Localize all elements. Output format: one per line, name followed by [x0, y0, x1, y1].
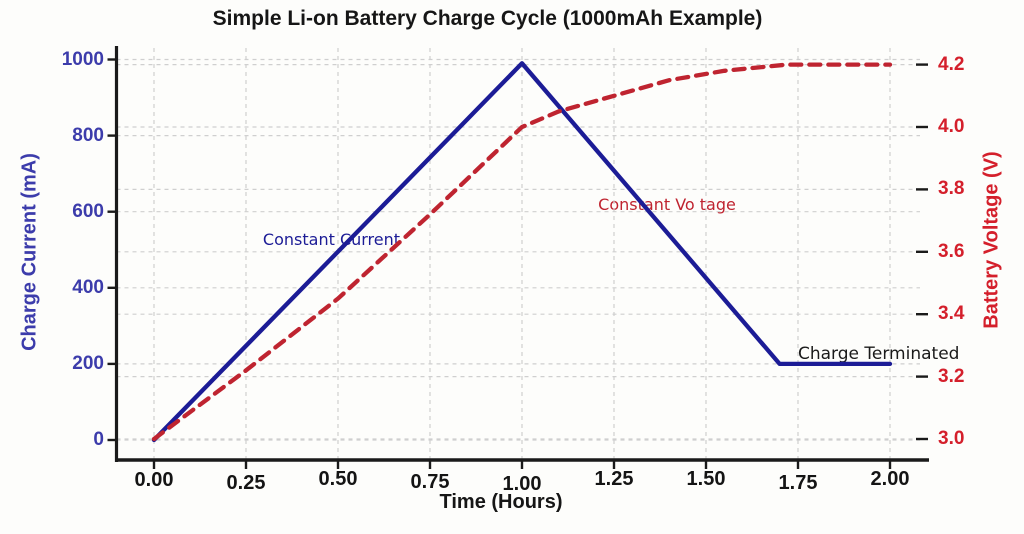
x-tick-label: 1.25 [594, 468, 634, 490]
y-right-tick-label: 3.4 [938, 303, 965, 325]
x-tick-label: 0.50 [318, 468, 358, 490]
y-right-tick-label: 3.2 [938, 365, 965, 387]
y-left-tick-label: 200 [72, 352, 104, 374]
y-right-tick-label: 4.2 [938, 53, 965, 75]
x-tick-label: 0.25 [226, 472, 266, 494]
annotation-charge-terminated: Charge Terminated [798, 344, 960, 365]
y-left-tick-label: 400 [72, 276, 104, 298]
chart-title: Simple Li-on Battery Charge Cycle (1000m… [212, 7, 763, 30]
y-left-tick-label: 0 [93, 429, 104, 450]
y-right-tick-label: 4.0 [938, 116, 965, 137]
y-left-tick-label: 1000 [61, 48, 104, 70]
annotation-constant-vo-tage: Constant Vo tage [598, 195, 736, 215]
x-tick-label: 1.00 [502, 473, 542, 495]
y-right-tick-label: 3.6 [938, 240, 965, 262]
y-left-tick-label: 800 [72, 124, 104, 146]
x-tick-label: 0.75 [410, 471, 450, 493]
y-left-tick-label: 600 [72, 200, 104, 222]
x-tick-label: 2.00 [870, 468, 910, 490]
y-right-tick-label: 3.8 [938, 178, 965, 200]
annotation-constant-current: Constant Current [262, 230, 401, 250]
x-tick-label: 1.75 [778, 472, 818, 494]
x-tick-label: 1.50 [686, 468, 726, 490]
x-axis-label: Time (Hours) [439, 491, 563, 513]
y-right-tick-label: 3.0 [938, 428, 965, 449]
x-tick-label: 0.00 [134, 469, 174, 491]
